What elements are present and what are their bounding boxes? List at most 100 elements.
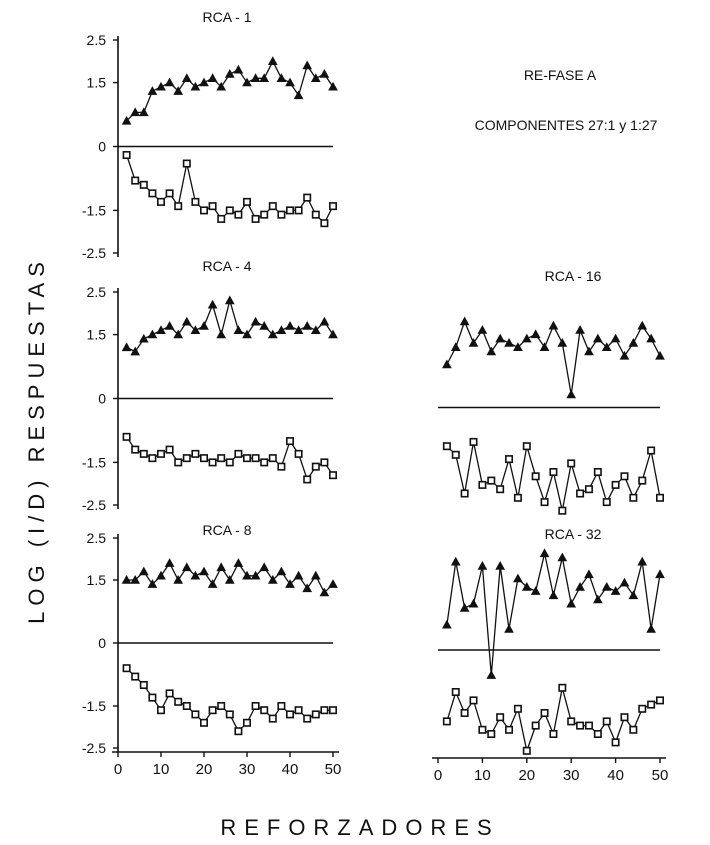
data-point-triangle bbox=[224, 69, 235, 78]
data-point-triangle bbox=[250, 570, 261, 580]
data-point-triangle bbox=[156, 570, 166, 580]
data-point-triangle bbox=[199, 566, 209, 576]
chart-panel: RCA - 1 2.5 1.5 0 -1.5 -2.5 bbox=[82, 9, 338, 261]
data-point-triangle bbox=[504, 623, 514, 633]
series-line bbox=[446, 553, 661, 676]
panel-title: RCA - 32 bbox=[545, 526, 602, 542]
data-point-square bbox=[328, 202, 337, 211]
data-point-square bbox=[531, 472, 540, 481]
data-point-triangle bbox=[233, 64, 244, 74]
data-point-square bbox=[139, 449, 148, 458]
data-point-square bbox=[655, 493, 664, 502]
data-point-triangle bbox=[477, 560, 488, 570]
x-tick-label: 50 bbox=[652, 767, 669, 784]
data-point-square bbox=[540, 708, 549, 717]
data-point-triangle bbox=[285, 77, 295, 87]
data-point-square bbox=[285, 710, 294, 719]
data-point-square bbox=[234, 727, 243, 736]
data-point-square bbox=[139, 180, 148, 189]
data-point-square bbox=[182, 701, 191, 710]
data-point-square bbox=[611, 480, 620, 489]
data-point-triangle bbox=[575, 325, 585, 334]
data-point-square bbox=[191, 710, 200, 719]
data-point-square bbox=[460, 708, 469, 717]
chart-panels: RCA - 1 2.5 1.5 0 -1.5 -2.5 RCA - 4 2.5 1.5 0 -1.5… bbox=[82, 9, 668, 784]
data-point-triangle bbox=[173, 329, 184, 339]
data-point-square bbox=[260, 706, 269, 715]
data-point-square bbox=[311, 710, 320, 719]
data-point-triangle bbox=[181, 316, 192, 326]
data-point-square bbox=[234, 210, 243, 219]
x-tick-label: 30 bbox=[563, 767, 580, 784]
data-point-triangle bbox=[276, 73, 287, 83]
data-point-square bbox=[558, 683, 567, 692]
data-point-square bbox=[611, 738, 620, 747]
data-point-square bbox=[303, 714, 312, 723]
data-point-square bbox=[478, 480, 487, 489]
data-point-triangle bbox=[584, 346, 594, 356]
data-point-square bbox=[165, 689, 174, 698]
data-point-square bbox=[531, 721, 540, 730]
data-point-triangle bbox=[138, 566, 149, 576]
data-point-square bbox=[496, 485, 505, 494]
data-point-triangle bbox=[199, 321, 209, 330]
data-point-square bbox=[285, 437, 294, 446]
data-point-square bbox=[225, 458, 234, 467]
data-point-square bbox=[260, 210, 269, 219]
data-point-triangle bbox=[233, 325, 244, 335]
data-point-triangle bbox=[173, 86, 184, 95]
data-point-triangle bbox=[207, 579, 218, 588]
data-point-triangle bbox=[190, 81, 201, 91]
y-tick-label: -1.5 bbox=[82, 454, 106, 470]
data-point-square bbox=[328, 706, 337, 715]
data-point-square bbox=[243, 454, 252, 463]
data-point-triangle bbox=[328, 81, 338, 91]
data-point-triangle bbox=[207, 299, 218, 309]
data-point-square bbox=[285, 206, 294, 215]
data-point-triangle bbox=[156, 325, 166, 335]
data-point-square bbox=[174, 458, 183, 467]
data-point-square bbox=[131, 672, 140, 681]
data-point-square bbox=[157, 197, 166, 206]
data-point-triangle bbox=[575, 581, 585, 591]
data-point-triangle bbox=[601, 581, 612, 591]
data-point-square bbox=[200, 206, 209, 215]
data-point-square bbox=[182, 454, 191, 463]
data-point-square bbox=[225, 206, 234, 215]
data-point-triangle bbox=[486, 346, 497, 356]
data-point-triangle bbox=[224, 574, 235, 584]
y-tick-label: 0 bbox=[98, 391, 106, 407]
y-tick-label: -2.5 bbox=[82, 245, 106, 261]
data-point-triangle bbox=[199, 77, 209, 87]
data-point-square bbox=[303, 193, 312, 202]
data-point-square bbox=[602, 717, 611, 726]
data-point-square bbox=[505, 725, 514, 734]
data-point-square bbox=[122, 432, 131, 441]
chart-panel: RCA - 4 2.5 1.5 0 -1.5 -2.5 bbox=[82, 258, 338, 513]
data-point-square bbox=[469, 696, 478, 705]
chart-panel: RCA - 16 bbox=[438, 268, 665, 515]
data-point-square bbox=[200, 454, 209, 463]
data-point-triangle bbox=[566, 598, 577, 608]
data-point-square bbox=[131, 445, 140, 454]
data-point-triangle bbox=[468, 598, 479, 608]
data-point-triangle bbox=[539, 548, 550, 558]
data-point-square bbox=[268, 714, 277, 723]
data-point-triangle bbox=[173, 574, 184, 584]
data-point-triangle bbox=[259, 321, 270, 330]
data-point-triangle bbox=[259, 73, 270, 83]
data-point-triangle bbox=[138, 107, 149, 117]
data-point-square bbox=[593, 729, 602, 738]
data-point-square bbox=[629, 725, 638, 734]
data-point-square bbox=[576, 489, 585, 498]
data-point-triangle bbox=[495, 560, 506, 570]
data-point-triangle bbox=[628, 337, 639, 347]
data-point-triangle bbox=[130, 346, 141, 356]
data-point-triangle bbox=[121, 342, 132, 352]
series-line bbox=[126, 298, 334, 353]
data-point-square bbox=[148, 454, 157, 463]
data-point-square bbox=[620, 713, 629, 722]
x-axis-title: REFORZADORES bbox=[220, 815, 499, 840]
components-annotation: COMPONENTES 27:1 y 1:27 bbox=[475, 117, 658, 133]
